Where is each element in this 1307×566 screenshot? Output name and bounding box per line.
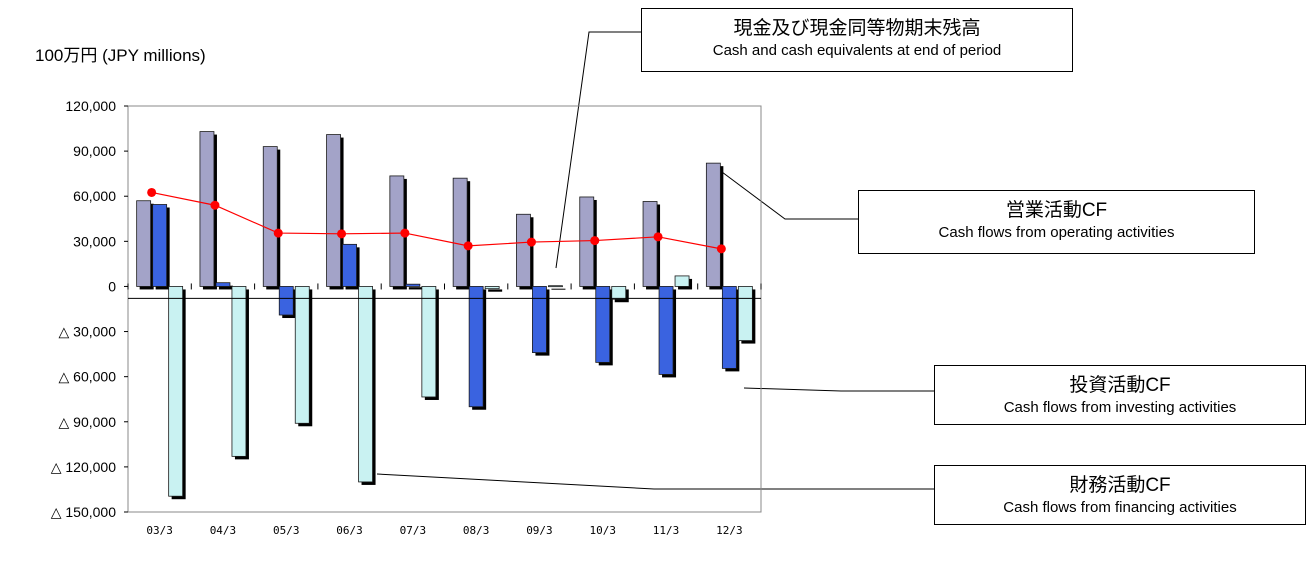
y-tick-label: 90,000 — [73, 143, 116, 159]
callout-financing: 財務活動CF Cash flows from financing activit… — [934, 465, 1306, 525]
bar-shadow — [218, 285, 233, 290]
bar-operating — [642, 201, 658, 287]
cash-balance-point — [526, 237, 536, 247]
callout-cash-balance: 現金及び現金同等物期末残高 Cash and cash equivalents … — [641, 8, 1073, 72]
y-tick-label: △ 90,000 — [59, 414, 117, 430]
bar-financing — [231, 286, 247, 457]
x-tick-label: 04/3 — [210, 524, 237, 537]
y-tick-label: △ 120,000 — [51, 459, 116, 475]
x-tick-label: 12/3 — [716, 524, 743, 537]
callout-operating-jp: 営業活動CF — [1005, 200, 1108, 221]
bar-financing — [421, 286, 437, 398]
bar-financing — [484, 286, 500, 290]
y-tick-label: 120,000 — [65, 98, 116, 114]
plot-area — [127, 105, 762, 513]
bar-investing — [532, 286, 547, 354]
callout-cash-en: Cash and cash equivalents at end of peri… — [712, 42, 1002, 59]
bar-investing — [595, 286, 611, 363]
cash-balance-point — [653, 232, 663, 242]
bar-financing — [168, 286, 184, 497]
callout-financing-en: Cash flows from financing activities — [1003, 499, 1237, 516]
bar-investing — [721, 286, 737, 369]
bar-investing — [658, 286, 674, 375]
y-axis-ticks: 120,000 90,000 60,000 30,000 0 △ 30,000 △ 60,0… — [51, 98, 128, 520]
cash-balance-point — [400, 228, 410, 238]
bar-investing — [468, 286, 484, 408]
callout-financing-jp: 財務活動CF — [1069, 475, 1171, 496]
x-tick-label: 05/3 — [273, 524, 300, 537]
bar-operating — [136, 200, 152, 287]
callout-operating: 営業活動CF Cash flows from operating activit… — [858, 190, 1255, 254]
callout-leader-lines — [376, 31, 934, 490]
bar-operating — [452, 177, 468, 287]
y-axis-unit-label: 100万円 (JPY millions) — [35, 46, 206, 65]
bar-financing — [611, 286, 627, 300]
bar-investing — [215, 282, 231, 287]
bars-layer — [136, 131, 756, 500]
y-tick-label: 0 — [108, 278, 116, 294]
bar-operating — [262, 146, 278, 287]
cash-balance-point — [590, 236, 600, 246]
leader-line-operating — [721, 171, 858, 220]
x-axis-ticks: 03/3 04/3 05/3 06/3 07/3 08/3 09/3 10/3 11/3 12/3 — [127, 283, 762, 537]
x-tick-label: 11/3 — [653, 524, 680, 537]
bar-operating — [516, 213, 531, 287]
bar-investing — [342, 243, 357, 287]
bar-financing — [358, 286, 373, 483]
callout-investing-en: Cash flows from investing activities — [1003, 399, 1237, 416]
x-tick-label: 09/3 — [526, 524, 553, 537]
cash-balance-line-layer — [147, 187, 726, 254]
bar-investing — [278, 286, 294, 316]
x-tick-label: 03/3 — [146, 524, 173, 537]
callout-investing-jp: 投資活動CF — [1069, 375, 1171, 396]
bar-shadow — [408, 287, 423, 290]
x-tick-label: 10/3 — [590, 524, 617, 537]
x-tick-label: 07/3 — [400, 524, 427, 537]
bar-investing — [405, 283, 421, 287]
bar-financing — [737, 286, 753, 341]
y-tick-label: △ 30,000 — [59, 324, 117, 340]
y-tick-label: 60,000 — [73, 188, 116, 204]
y-tick-label: △ 60,000 — [59, 369, 117, 385]
bar-investing — [152, 204, 168, 287]
bar-shadow — [551, 288, 566, 290]
bar-financing — [548, 285, 563, 288]
cash-balance-point — [147, 187, 157, 197]
bar-operating — [199, 131, 215, 287]
bar-financing — [294, 286, 310, 424]
bar-shadow — [488, 289, 503, 292]
bar-financing — [674, 275, 690, 287]
callout-cash-jp: 現金及び現金同等物期末残高 — [733, 18, 981, 39]
y-tick-label: △ 150,000 — [51, 504, 116, 520]
cash-balance-point — [337, 229, 347, 239]
callout-investing: 投資活動CF Cash flows from investing activit… — [934, 365, 1306, 425]
leader-line-financing — [376, 473, 934, 490]
y-tick-label: 30,000 — [73, 233, 116, 249]
bar-operating — [326, 134, 341, 287]
leader-line-cash — [555, 31, 641, 269]
cash-balance-point — [273, 228, 283, 238]
bar-operating — [705, 162, 721, 287]
callout-operating-en: Cash flows from operating activities — [938, 224, 1175, 241]
x-tick-label: 06/3 — [336, 524, 363, 537]
cash-balance-point — [463, 241, 473, 251]
cash-balance-line — [151, 191, 722, 250]
leader-line-investing — [743, 387, 934, 392]
cash-balance-point — [210, 200, 220, 210]
x-tick-label: 08/3 — [463, 524, 490, 537]
cash-balance-point — [716, 244, 726, 254]
